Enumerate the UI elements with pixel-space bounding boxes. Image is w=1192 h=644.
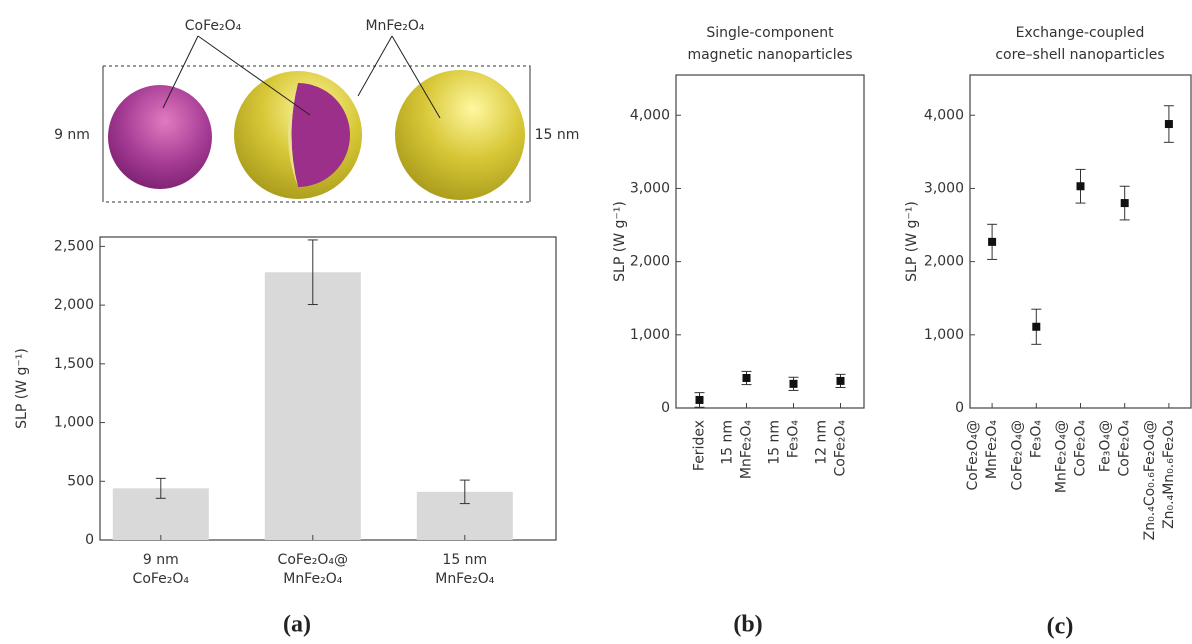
y-axis-label: SLP (W g⁻¹) (904, 201, 920, 282)
y-tick-label: 500 (67, 473, 94, 489)
x-tick-label: CoFe₂O₄@ (965, 420, 981, 491)
x-tick-label: 9 nm (143, 552, 179, 568)
x-tick-label: 15 nm (442, 552, 487, 568)
point (836, 376, 845, 385)
error-bar (155, 477, 166, 499)
plot-frame (675, 74, 865, 409)
x-tick-label: 15 nm (767, 420, 783, 465)
panel-label: (b) (733, 612, 762, 638)
x-tick-label: MnFe₂O₄ (984, 420, 1000, 479)
chart-title: Single-component (706, 25, 834, 41)
x-tick-label: CoFe₂O₄@ (278, 552, 349, 568)
y-tick-label: 1,000 (924, 327, 964, 343)
x-tick-label: CoFe₂O₄ (133, 571, 190, 587)
point (988, 237, 997, 246)
chart-title: core–shell nanoparticles (995, 47, 1164, 63)
panel-label: (a) (283, 612, 311, 638)
x-tick-label: Fe₃O₄@ (1098, 420, 1114, 472)
y-tick-label: 1,500 (54, 356, 94, 372)
x-tick-label: Fe₃O₄ (786, 420, 802, 459)
x-tick-label: MnFe₂O₄ (435, 571, 494, 587)
y-tick-label: 0 (661, 400, 670, 416)
y-tick-label: 1,000 (630, 327, 670, 343)
x-tick-label: MnFe₂O₄@ (1054, 420, 1070, 493)
panel-label: (c) (1047, 614, 1074, 640)
x-tick-label: Zn₀.₄Mn₀.₆Fe₂O₄ (1161, 420, 1177, 529)
x-tick-label: CoFe₂O₄ (1117, 420, 1133, 477)
y-tick-label: 3,000 (630, 180, 670, 196)
x-tick-label: 12 nm (814, 420, 830, 465)
x-tick-label: 15 nm (720, 420, 736, 465)
point (742, 373, 751, 382)
y-tick-label: 0 (85, 532, 94, 548)
error-bar (307, 239, 318, 306)
y-tick-label: 4,000 (924, 107, 964, 123)
point (1120, 199, 1129, 208)
y-tick-label: 0 (955, 400, 964, 416)
plot-frame (969, 74, 1192, 409)
annotation: MnFe₂O₄ (365, 18, 424, 34)
x-tick-label: CoFe₂O₄ (1073, 420, 1089, 477)
annotation: 9 nm (54, 127, 90, 143)
y-tick-label: 2,000 (630, 254, 670, 270)
sphere-diagram: CoFe₂O₄ MnFe₂O₄ 9 nm 15 nm (54, 18, 580, 203)
point (1032, 322, 1041, 331)
bar (264, 272, 361, 540)
x-tick-label: Zn₀.₄Co₀.₆Fe₂O₄@ (1142, 420, 1158, 540)
error-bar (459, 479, 470, 505)
y-axis-label: SLP (W g⁻¹) (14, 348, 30, 429)
annotation: CoFe₂O₄ (185, 18, 242, 34)
annotation: 15 nm (535, 127, 580, 143)
point (1164, 120, 1173, 129)
point (789, 379, 798, 388)
x-tick-label: Feridex (692, 420, 708, 471)
x-tick-label: MnFe₂O₄ (739, 420, 755, 479)
x-tick-label: Fe₃O₄ (1028, 420, 1044, 459)
x-tick-label: CoFe₂O₄ (833, 420, 849, 477)
point (695, 395, 704, 404)
y-tick-label: 3,000 (924, 180, 964, 196)
x-tick-label: MnFe₂O₄ (283, 571, 342, 587)
y-tick-label: 2,000 (54, 297, 94, 313)
chart-title: Exchange-coupled (1016, 25, 1145, 41)
y-tick-label: 2,000 (924, 254, 964, 270)
y-tick-label: 1,000 (54, 415, 94, 431)
y-axis-label: SLP (W g⁻¹) (612, 201, 628, 282)
chart-title: magnetic nanoparticles (687, 47, 852, 63)
y-tick-label: 4,000 (630, 107, 670, 123)
y-tick-label: 2,500 (54, 238, 94, 254)
x-tick-label: CoFe₂O₄@ (1009, 420, 1025, 491)
point (1076, 182, 1085, 191)
